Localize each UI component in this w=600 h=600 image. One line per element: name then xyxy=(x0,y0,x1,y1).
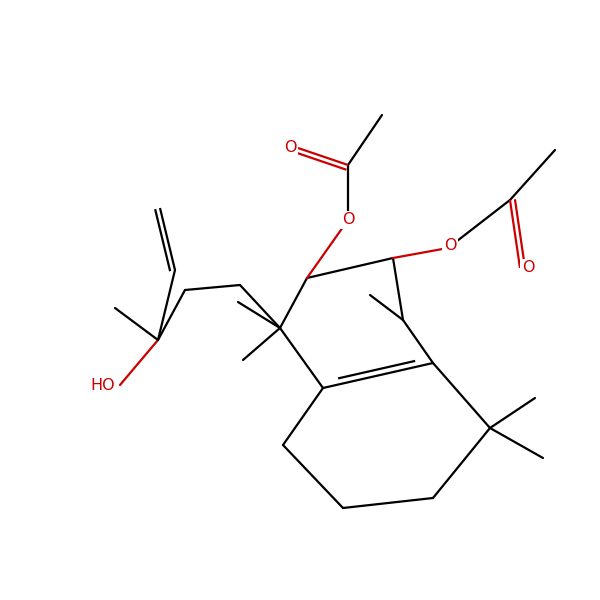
Text: O: O xyxy=(444,238,456,253)
Text: HO: HO xyxy=(91,377,115,392)
Text: O: O xyxy=(522,260,534,275)
Text: O: O xyxy=(284,140,296,155)
Text: O: O xyxy=(342,212,354,227)
